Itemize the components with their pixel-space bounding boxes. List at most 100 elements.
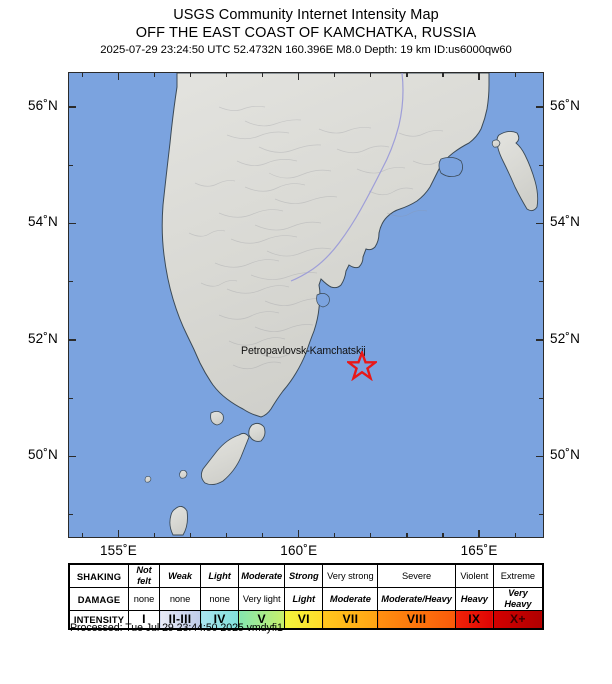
lon-tick-bottom-minor-161 — [334, 533, 336, 538]
legend-shaking-vii: Very strong — [322, 564, 379, 588]
island-onekotan — [169, 506, 188, 536]
page-title: USGS Community Internet Intensity Map — [173, 7, 439, 23]
lat-tick-left-minor-51 — [68, 397, 73, 399]
lon-tick-top-minor-163 — [406, 72, 408, 77]
lat-tick-right-minor-55 — [539, 164, 544, 166]
legend-damage-ix: Heavy — [454, 587, 494, 611]
lon-tick-top-minor-157 — [190, 72, 192, 77]
legend-rowhead-shaking: SHAKING — [69, 564, 129, 588]
lat-tick-left-56 — [68, 106, 76, 108]
lon-tick-top-165 — [478, 72, 480, 80]
lat-tick-right-56 — [536, 106, 544, 108]
legend-row-intensity: INTENSITY I II-III IV V VI VII VIII IX X+ — [69, 610, 544, 629]
lon-tick-top-155 — [117, 72, 120, 80]
lat-tick-left-52 — [68, 339, 76, 341]
legend-shaking-i: Not felt — [127, 564, 161, 588]
legend-intensity-i: I — [127, 610, 161, 629]
terrain-hillshade — [188, 105, 454, 370]
lon-label-160: 160˚E — [280, 543, 318, 558]
avacha-bay — [316, 293, 330, 308]
lon-tick-bottom-minor-156 — [153, 533, 156, 538]
lon-tick-bottom-minor-154 — [81, 533, 83, 538]
lat-tick-left-minor-49 — [68, 514, 73, 516]
lat-label-right-56: 56˚N — [550, 97, 581, 113]
kamchatka-landmass — [161, 73, 490, 418]
lat-tick-right-minor-51 — [539, 397, 544, 399]
island-medny — [491, 139, 501, 148]
legend-damage-v: Very light — [238, 587, 286, 611]
lon-tick-top-minor-162 — [370, 72, 372, 77]
processed-timestamp: Processed: Tue Jul 29 23:44:50 2025 vmdy… — [70, 622, 283, 634]
lat-tick-left-50 — [68, 455, 76, 458]
lon-tick-top-minor-159 — [262, 72, 264, 77]
lon-tick-top-minor-161 — [334, 72, 336, 77]
lon-tick-bottom-minor-158 — [226, 533, 228, 538]
island-atlasova — [210, 411, 224, 426]
legend-intensity-vi: VI — [284, 610, 324, 629]
legend-intensity-ix: IX — [454, 610, 494, 629]
island-paramushir — [200, 432, 250, 486]
legend-rowhead-intensity: INTENSITY — [69, 610, 129, 629]
lat-label-right-50: 50˚N — [550, 447, 581, 463]
lon-tick-top-minor-154 — [81, 72, 83, 77]
lat-tick-left-54 — [68, 222, 76, 225]
lon-tick-bottom-minor-162 — [370, 533, 372, 538]
legend-damage-vii: Moderate — [322, 587, 379, 611]
lat-tick-left-minor-53 — [68, 281, 73, 283]
lon-label-155: 155˚E — [99, 543, 137, 558]
epicenter-star-icon[interactable] — [347, 351, 377, 381]
lon-tick-bottom-minor-159 — [262, 533, 264, 538]
legend-intensity-xplus: X+ — [492, 610, 544, 629]
city-label-petropavlovsk: Petropavlovsk-Kamchatskij — [241, 345, 366, 357]
legend-row-shaking: SHAKING Not felt Weak Light Moderate Strong V… — [69, 564, 544, 588]
title-block: USGS Community Internet Intensity Map OF… — [0, 6, 612, 59]
legend-damage-xplus: Very Heavy — [492, 587, 544, 611]
lat-label-left-52: 52˚N — [27, 330, 58, 346]
intensity-map[interactable]: Petropavlovsk-Kamchatskij 1 response, 1 … — [68, 72, 544, 538]
lat-label-right-52: 52˚N — [550, 330, 581, 346]
island-small-west — [179, 470, 188, 479]
lat-tick-right-54 — [536, 222, 544, 225]
lon-tick-bottom-minor-157 — [190, 533, 192, 538]
legend-damage-i: none — [127, 587, 161, 611]
legend-shaking-ii-iii: Weak — [159, 564, 202, 588]
lon-tick-bottom-160 — [298, 530, 300, 538]
legend-intensity-viii: VIII — [377, 610, 456, 629]
event-region-title: OFF THE EAST COAST OF KAMCHATKA, RUSSIA — [135, 25, 477, 41]
legend-rowhead-damage: DAMAGE — [69, 587, 129, 611]
map-geometry — [144, 73, 539, 536]
lat-label-left-50: 50˚N — [27, 447, 58, 463]
lon-tick-top-minor-156 — [153, 72, 156, 77]
lon-tick-bottom-155 — [117, 530, 120, 538]
lat-tick-right-50 — [536, 455, 544, 458]
lat-label-left-54: 54˚N — [27, 214, 58, 230]
lat-label-right-54: 54˚N — [550, 214, 581, 230]
legend-table: SHAKING Not felt Weak Light Moderate Strong V… — [69, 564, 544, 629]
legend-damage-viii: Moderate/Heavy — [377, 587, 456, 611]
island-tiny-sw — [144, 476, 152, 483]
legend-shaking-viii: Severe — [377, 564, 456, 588]
lat-label-left-56: 56˚N — [27, 97, 58, 113]
lon-tick-bottom-minor-166 — [514, 533, 516, 538]
lon-tick-bottom-165 — [478, 530, 480, 538]
legend-intensity-vii: VII — [322, 610, 379, 629]
lon-tick-top-minor-166 — [514, 72, 516, 77]
lat-tick-right-minor-49 — [539, 514, 544, 516]
legend-shaking-ix: Violent — [454, 564, 494, 588]
lon-tick-top-minor-164 — [442, 72, 444, 77]
lon-tick-top-minor-158 — [226, 72, 228, 77]
lat-tick-right-minor-53 — [539, 281, 544, 283]
legend-shaking-vi: Strong — [284, 564, 324, 588]
lon-tick-bottom-minor-163 — [406, 533, 408, 538]
event-parameters-line: 2025-07-29 23:24:50 UTC 52.4732N 160.396… — [100, 44, 512, 56]
lon-label-165: 165˚E — [460, 543, 498, 558]
island-shumshu — [248, 422, 266, 442]
lon-tick-top-160 — [298, 72, 300, 80]
legend-shaking-xplus: Extreme — [492, 564, 544, 588]
legend-damage-ii-iii: none — [159, 587, 202, 611]
legend-row-damage: DAMAGE none none none Very light Light Modera… — [69, 587, 544, 611]
legend-intensity-v: V — [238, 610, 286, 629]
intensity-legend: SHAKING Not felt Weak Light Moderate Strong V… — [68, 563, 544, 630]
lon-tick-bottom-minor-164 — [442, 533, 444, 538]
legend-shaking-v: Moderate — [238, 564, 286, 588]
